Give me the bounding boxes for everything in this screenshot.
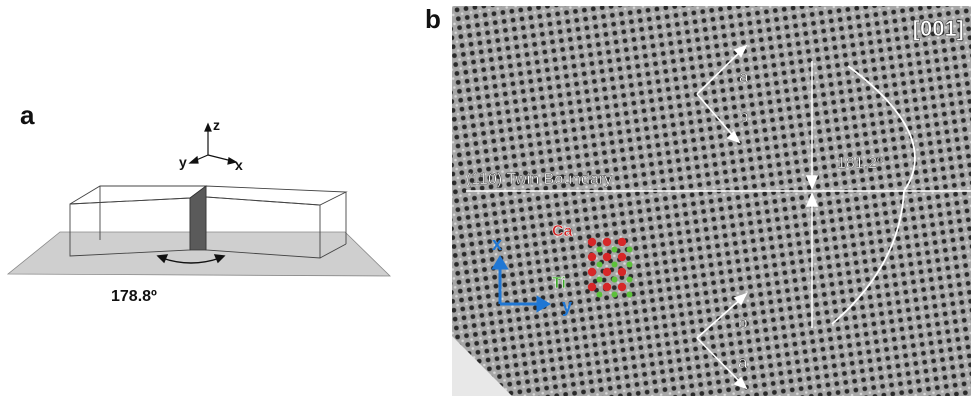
lattice-y-label: y (562, 296, 572, 316)
atom-overlay (587, 237, 633, 298)
twin-boundary-label: (110) Twin Boundary (466, 171, 612, 188)
axis-x-label: x (235, 157, 243, 173)
rotation-arrow (156, 254, 226, 264)
upper-lattice-vectors (696, 44, 748, 144)
ca-atom (587, 237, 597, 247)
lower-a-label: a (738, 353, 748, 372)
ti-atom (626, 261, 633, 268)
angle-181-label: 181.2º (837, 155, 883, 172)
angle-178-label: 178.8º (111, 288, 157, 305)
ca-atom (602, 252, 612, 262)
ca-atom (602, 237, 612, 247)
ti-atom (611, 246, 618, 253)
ti-atom (626, 276, 633, 283)
ca-atom-label: Ca (552, 223, 573, 240)
ti-atom (611, 276, 618, 283)
ti-atom-label: Ti (552, 275, 566, 292)
ti-atom (611, 261, 618, 268)
zone-axis-label: [001] (913, 16, 964, 41)
ti-atom (596, 246, 603, 253)
lattice-image (452, 6, 971, 396)
ca-atom (617, 267, 627, 277)
upper-b-label: b (739, 107, 748, 126)
lattice-x-label: x (492, 234, 502, 254)
ca-atom (587, 282, 597, 292)
lower-b-label: b (738, 313, 747, 332)
ti-atom (626, 246, 633, 253)
ca-atom (602, 267, 612, 277)
ti-atom (596, 276, 603, 283)
coordinate-axes (188, 122, 238, 165)
upper-a-label: a (739, 67, 749, 86)
lattice-xy-axes (491, 255, 551, 313)
axis-z-label: z (213, 117, 220, 133)
ca-atom (617, 237, 627, 247)
panel-b-label: b (425, 4, 441, 34)
ti-atom (626, 291, 633, 298)
image-corner (452, 336, 512, 396)
panel-a-schematic: z x y 178.8º (6, 117, 391, 305)
ca-atom (617, 282, 627, 292)
ti-atom (611, 291, 618, 298)
ca-atom (617, 252, 627, 262)
ca-atom (602, 282, 612, 292)
panel-b-hrtem-image: [001] (110) Twin Boundary 181.2º a b b a… (452, 6, 971, 396)
ca-atom (587, 267, 597, 277)
panel-a-label: a (20, 100, 35, 130)
axis-y-label: y (179, 154, 187, 170)
lower-lattice-vectors (696, 292, 748, 390)
twin-boundary-plane (189, 185, 207, 251)
ti-atom (596, 261, 603, 268)
angle-arc (831, 65, 916, 325)
ti-atom (596, 291, 603, 298)
ca-atom (587, 252, 597, 262)
angle-indicator-lines (805, 61, 819, 328)
ground-plane (6, 231, 391, 277)
